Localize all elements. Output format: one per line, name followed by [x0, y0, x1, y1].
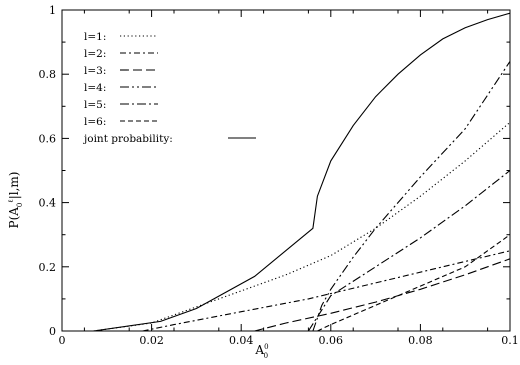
x-tick-label: 0 [59, 334, 66, 347]
y-axis-label-base: P(A [7, 207, 21, 229]
series-line-2 [142, 250, 511, 332]
series-line-4 [312, 61, 511, 332]
y-tick-label: 0.4 [39, 197, 57, 210]
y-axis-label-tail: |l,m) [7, 171, 21, 199]
x-tick-label: 0.08 [408, 334, 433, 347]
legend: l=1: l=2: l=3: l=4: l=5: l=6: joint probabilit… [82, 31, 256, 145]
y-tick-label: 1 [49, 4, 56, 17]
y-axis-label: P(A0ℓ|l,m) [7, 171, 24, 228]
y-axis-label-sup: ℓ [7, 199, 15, 202]
x-tick-label: 0.1 [501, 334, 519, 347]
legend-label: l=6: [84, 116, 106, 128]
y-tick-label: 0.8 [39, 68, 57, 81]
x-axis-label-sup: 0 [264, 343, 268, 351]
x-axis-label-sub: 0 [264, 352, 268, 360]
series-line-6 [317, 234, 511, 332]
series-line-7 [93, 12, 511, 332]
y-tick-label: 0.6 [39, 132, 57, 145]
legend-label: l=1: [84, 31, 106, 43]
series-line-5 [307, 170, 511, 332]
legend-label: l=3: [84, 65, 106, 77]
legend-label: l=5: [84, 99, 106, 111]
x-tick-label: 0.02 [139, 334, 164, 347]
x-tick-label: 0.04 [229, 334, 254, 347]
legend-label: l=2: [84, 48, 106, 60]
legend-label: joint probability: [82, 133, 173, 145]
y-axis-label-sub: 0 [16, 203, 24, 207]
y-tick-label: 0 [49, 325, 56, 338]
x-axis-label: A0 0 [254, 343, 268, 360]
x-axis-label-base: A [254, 343, 264, 357]
series-line-1 [93, 121, 511, 332]
y-tick-label: 0.2 [39, 261, 57, 274]
plot-frame [61, 9, 511, 332]
legend-label: l=4: [84, 82, 106, 94]
axis-ticks: 0 0.02 0.04 0.06 0.08 0.1 0 0.2 0.4 0.6 0.8 1 [39, 4, 519, 347]
series-line-3 [254, 258, 511, 332]
data-series [93, 12, 511, 332]
x-tick-label: 0.06 [319, 334, 344, 347]
